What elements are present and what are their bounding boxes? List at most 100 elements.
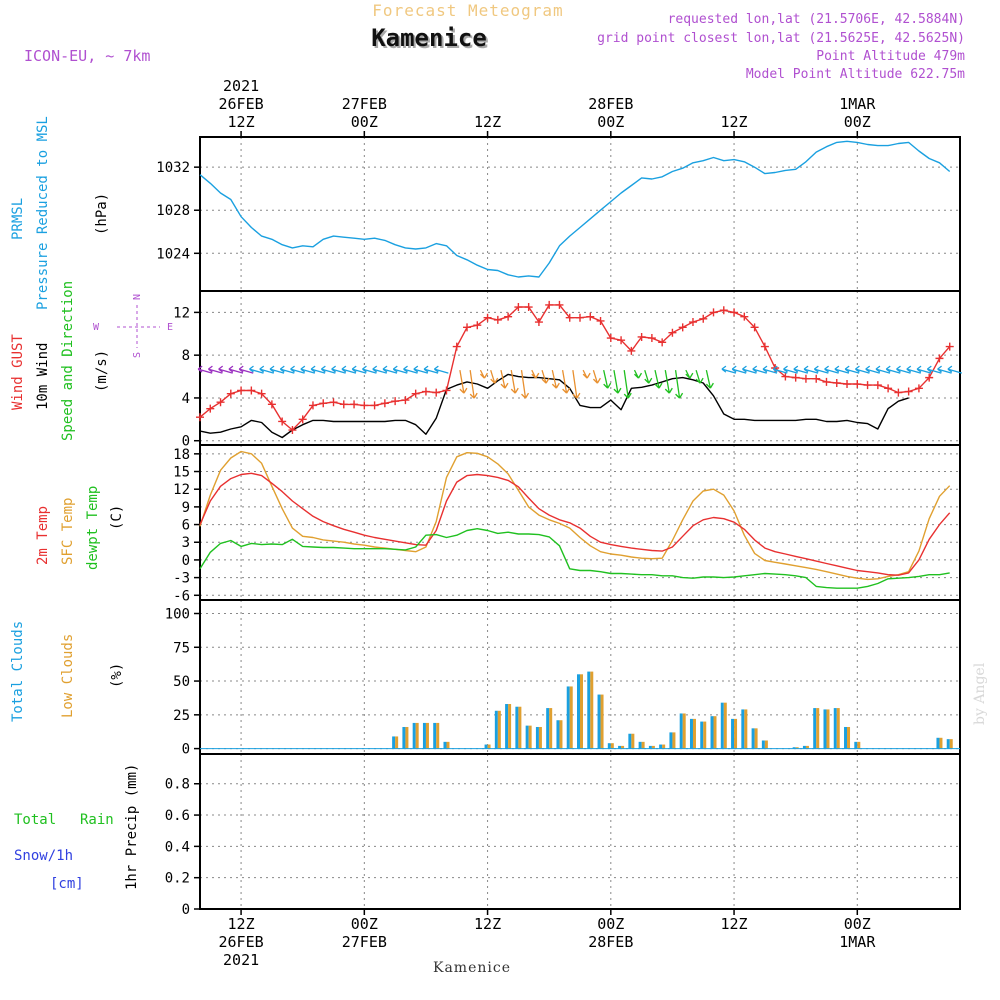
low-cloud-bar — [949, 739, 953, 749]
wind-arrow — [644, 369, 653, 384]
wind-arrow — [813, 365, 829, 374]
wind10m-label: 10m Wind — [35, 343, 51, 410]
gust-marker — [699, 314, 708, 323]
low-cloud-bar — [610, 743, 614, 749]
time-label-top: 2021 — [223, 77, 259, 95]
wind-arrow — [865, 365, 880, 374]
pressure-ytick-label: 1028 — [156, 203, 190, 219]
wind-arrow — [500, 369, 509, 389]
gust-marker — [678, 323, 687, 332]
data-layer — [196, 140, 963, 750]
total-cloud-bar — [505, 704, 509, 749]
temp2m-line — [199, 472, 951, 576]
total-cloud-bar — [659, 744, 663, 749]
gust-marker — [760, 342, 769, 351]
total-cloud-bar — [597, 694, 601, 749]
wind-arrow — [896, 365, 911, 374]
low-cloud-bar — [816, 708, 820, 749]
gust-marker — [884, 384, 893, 393]
low-cloud-bar — [857, 741, 861, 749]
wind-arrow — [249, 365, 264, 374]
low-cloud-bar — [826, 709, 830, 749]
total-cloud-bar — [535, 726, 539, 749]
chart-subtitle: Forecast Meteogram — [372, 1, 563, 20]
temp-ytick-label: 3 — [182, 535, 190, 551]
dewpt-label: dewpt Temp — [85, 486, 101, 570]
gust-marker — [730, 308, 739, 317]
wind-arrow — [685, 369, 694, 379]
temp-ytick-label: 0 — [182, 553, 190, 569]
dewpt-line — [199, 528, 950, 589]
wind-arrow — [947, 365, 963, 374]
wind-arrow — [531, 369, 540, 379]
model-altitude: Model Point Altitude 622.75m — [746, 67, 965, 82]
total-cloud-bar — [720, 702, 724, 749]
wind-arrow — [269, 365, 285, 374]
gust-marker — [350, 400, 359, 409]
gust-marker — [668, 328, 677, 337]
prmsl-line — [199, 140, 951, 278]
gust-marker — [534, 318, 543, 327]
point-altitude: Point Altitude 479m — [816, 49, 965, 64]
wind-arrow — [510, 370, 519, 394]
temp-ytick-label: 9 — [182, 500, 190, 516]
total-cloud-bar — [936, 737, 940, 749]
pressure-ytick-label: 1032 — [156, 160, 190, 176]
gust-marker — [237, 386, 246, 395]
gust-marker — [647, 334, 656, 343]
wind-arrow — [926, 365, 942, 374]
gust-marker — [617, 336, 626, 345]
low-cloud-bar — [682, 713, 686, 749]
total-cloud-bar — [648, 745, 652, 749]
total-cloud-bar — [556, 720, 560, 749]
total-cloud-bar — [761, 740, 765, 749]
temp-labels: 2m Temp SFC Temp dewpt Temp (C) — [35, 486, 125, 570]
precip-ytick-label: 0.6 — [165, 808, 190, 824]
time-label-bottom: 00Z — [844, 915, 871, 933]
total-cloud-bar — [515, 706, 519, 749]
low-cloud-bar — [641, 741, 645, 749]
time-label-top: 12Z — [228, 113, 255, 131]
total-cloud-bar — [618, 745, 622, 749]
low-cloud-bar — [672, 732, 676, 749]
gust-marker — [606, 334, 615, 343]
low-cloud-bar — [549, 708, 553, 749]
gust-marker — [709, 308, 718, 317]
clouds-ytick-label: 25 — [173, 708, 190, 724]
wind-arrow — [479, 369, 488, 379]
time-label-bottom: 1MAR — [839, 933, 876, 951]
gust-marker — [894, 388, 903, 397]
gust-marker — [637, 332, 646, 341]
wind-arrow — [572, 370, 581, 399]
low-cloud-bar — [590, 671, 594, 749]
wind-arrow — [762, 365, 778, 374]
low-cloud-bar — [508, 704, 512, 749]
gust-marker — [216, 398, 225, 407]
wind-arrow — [290, 365, 305, 374]
temp-unit: (C) — [109, 505, 125, 530]
gust-marker — [514, 303, 523, 312]
wind-arrow — [654, 369, 663, 389]
total-cloud-bar — [494, 710, 498, 749]
gust-marker — [740, 312, 749, 321]
precip-ytick-label: 0 — [182, 902, 190, 918]
wind-arrow — [218, 365, 233, 374]
snow-unit: [cm] — [50, 876, 84, 892]
low-cloud-bar — [600, 694, 604, 749]
wind-arrow — [351, 365, 367, 374]
clouds-unit: (%) — [109, 663, 125, 688]
total-cloud-bar — [525, 725, 529, 749]
wind-arrow — [459, 370, 468, 394]
low-cloud-bar — [415, 722, 419, 749]
wind-arrow — [541, 369, 550, 384]
wind-arrow — [855, 365, 870, 374]
low-cloud-bar — [425, 722, 429, 749]
gust-marker — [319, 399, 328, 408]
sfc-temp-line — [199, 450, 951, 581]
low-cloud-bar — [744, 709, 748, 749]
temp-ytick-label: -3 — [173, 571, 190, 587]
precip-axis-label: 1hr Precip (mm) — [124, 764, 140, 890]
wind-ytick-label: 4 — [182, 391, 190, 407]
